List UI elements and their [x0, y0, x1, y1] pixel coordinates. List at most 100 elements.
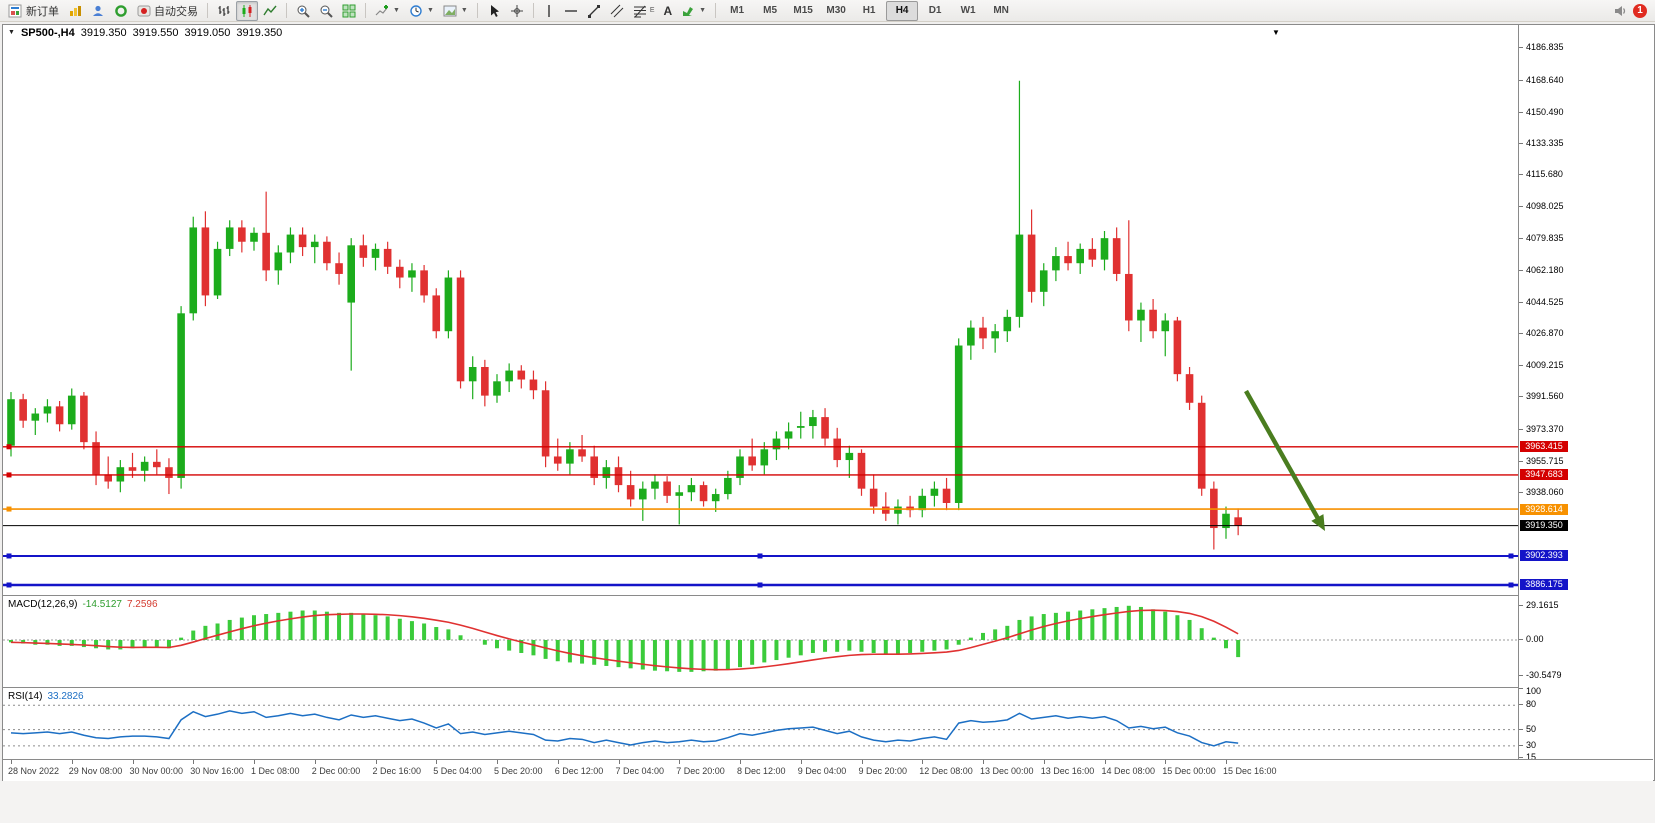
horizontal-line-button[interactable]: [560, 1, 582, 21]
new-order-button[interactable]: 新订单: [4, 1, 63, 21]
price-axis-tick: [1519, 396, 1523, 398]
ohlc-high: 3919.550: [132, 26, 179, 39]
periods-button[interactable]: ▼: [405, 1, 438, 21]
rsi-axis-label: 80: [1526, 699, 1537, 710]
candlestick-chart-button[interactable]: [236, 0, 258, 21]
cursor-icon: [487, 4, 501, 18]
rsi-panel[interactable]: RSI(14) 33.2826: [3, 687, 1518, 760]
macd-signal-value: 7.2596: [126, 599, 158, 610]
time-axis-tick: [740, 760, 741, 764]
timeframe-button-D1[interactable]: D1: [928, 5, 942, 16]
timeframe-button-H1[interactable]: H1: [862, 5, 876, 16]
timeframe-button-W1[interactable]: W1: [960, 5, 976, 16]
market-watch-button[interactable]: [64, 1, 86, 21]
rsi-title: RSI(14): [8, 691, 43, 702]
toolbar-separator: [365, 3, 366, 18]
price-axis-label: 4115.680: [1526, 169, 1563, 180]
trendline-button[interactable]: [583, 1, 605, 21]
toolbar-separator: [715, 3, 717, 18]
sound-icon[interactable]: [1613, 4, 1627, 18]
ohlc-close: 3919.350: [236, 26, 283, 39]
templates-button[interactable]: ▼: [439, 1, 472, 21]
channel-icon: [610, 4, 624, 18]
time-label: 2 Dec 00:00: [311, 766, 361, 776]
macd-chart[interactable]: [3, 596, 1518, 688]
toolbar: 新订单 自动交易: [0, 0, 1655, 22]
time-axis-tick: [800, 760, 802, 764]
price-axis-tick: [1519, 142, 1523, 144]
time-axis-tick: [314, 760, 316, 764]
crosshair-icon: [510, 4, 524, 18]
price-level-tag: 3947.683: [1520, 469, 1568, 481]
price-axis-label: 4150.490: [1526, 107, 1564, 118]
macd-header: MACD(12,26,9) -14.5127 7.2596: [8, 599, 158, 610]
toolbar-separator: [532, 3, 534, 18]
accounts-button[interactable]: [87, 1, 109, 21]
rsi-axis-tick: [1519, 757, 1523, 758]
cursor-button[interactable]: [483, 1, 505, 21]
bar-chart-button[interactable]: [213, 1, 235, 21]
trend-arrow-icon: [1311, 514, 1325, 531]
macd-main-value: -14.5127: [82, 599, 122, 610]
timeframe-button-M30[interactable]: M30: [826, 5, 846, 16]
rsi-axis[interactable]: 100 80 50 30 15: [1519, 686, 1653, 762]
timeframe-button-MN[interactable]: MN: [993, 5, 1009, 16]
rsi-chart[interactable]: [3, 688, 1518, 760]
vertical-line-icon: [543, 4, 555, 18]
price-axis-label: 4168.640: [1526, 74, 1564, 85]
time-label: 9 Dec 20:00: [858, 766, 908, 776]
zoom-in-button[interactable]: [292, 1, 314, 21]
autotrading-button[interactable]: 自动交易: [133, 1, 202, 21]
candlestick-chart[interactable]: [3, 39, 1518, 595]
indicators-button[interactable]: ▼: [371, 1, 404, 21]
notification-badge[interactable]: 1: [1633, 3, 1647, 18]
channel-button[interactable]: [606, 1, 628, 21]
time-axis[interactable]: 28 Nov 2022 29 Nov 08:00 30 Nov 00:00 30 No…: [3, 759, 1653, 781]
crosshair-button[interactable]: [506, 1, 528, 21]
timeframe-button-M1[interactable]: M1: [730, 5, 745, 16]
bid-price-tag: 3919.350: [1520, 520, 1568, 532]
price-axis-label: 4133.335: [1526, 137, 1564, 148]
chart-shift-icon[interactable]: ▼: [1272, 28, 1280, 37]
macd-axis[interactable]: 29.1615 0.00 -30.5479: [1519, 595, 1653, 687]
time-axis-tick: [983, 760, 984, 764]
price-axis-tick: [1519, 238, 1523, 240]
rsi-axis-label: 15: [1526, 752, 1537, 762]
user-icon: [91, 4, 105, 18]
time-label: 13 Dec 00:00: [980, 766, 1034, 776]
line-chart-button[interactable]: [259, 1, 281, 21]
zoom-out-button[interactable]: [315, 1, 337, 21]
autotrading-icon: [137, 4, 151, 18]
collapse-icon[interactable]: ▼: [8, 29, 15, 36]
price-axis-label: 4098.025: [1526, 200, 1564, 211]
macd-axis-label: 0.00: [1526, 634, 1544, 644]
price-axis[interactable]: 4186.835 4168.640 4150.490 4133.335 4115.680…: [1519, 39, 1653, 595]
chevron-down-icon: ▼: [699, 7, 707, 14]
text-tool-button[interactable]: A: [659, 1, 676, 21]
navigator-icon: [114, 4, 128, 18]
chevron-down-icon: ▼: [426, 7, 434, 14]
rsi-axis-tick: [1519, 688, 1523, 689]
arrows-tool-button[interactable]: ▼: [677, 1, 710, 21]
navigator-button[interactable]: [110, 1, 132, 21]
time-label: 30 Nov 00:00: [129, 766, 184, 776]
time-label: 5 Dec 20:00: [494, 766, 543, 776]
price-axis-label: 4186.835: [1526, 41, 1564, 52]
trendline-icon: [587, 4, 601, 18]
timeframe-button-H4[interactable]: H4: [886, 0, 919, 21]
time-label: 6 Dec 12:00: [554, 766, 604, 776]
fibo-suffix: E: [649, 7, 655, 14]
timeframe-button-M15[interactable]: M15: [793, 5, 813, 16]
macd-panel[interactable]: MACD(12,26,9) -14.5127 7.2596: [3, 595, 1518, 688]
vertical-line-button[interactable]: [539, 1, 559, 21]
time-axis-tick: [132, 760, 134, 764]
price-axis-label: 3938.060: [1526, 487, 1564, 498]
horizontal-line-icon: [564, 4, 578, 18]
timeframe-button-M5[interactable]: M5: [763, 5, 778, 16]
time-axis-tick: [193, 760, 195, 764]
rsi-axis-label: 100: [1526, 686, 1542, 696]
tile-windows-button[interactable]: [338, 1, 360, 21]
price-axis-tick: [1519, 205, 1523, 207]
fibonacci-button[interactable]: E: [629, 1, 659, 21]
candlestick-icon: [240, 4, 254, 18]
